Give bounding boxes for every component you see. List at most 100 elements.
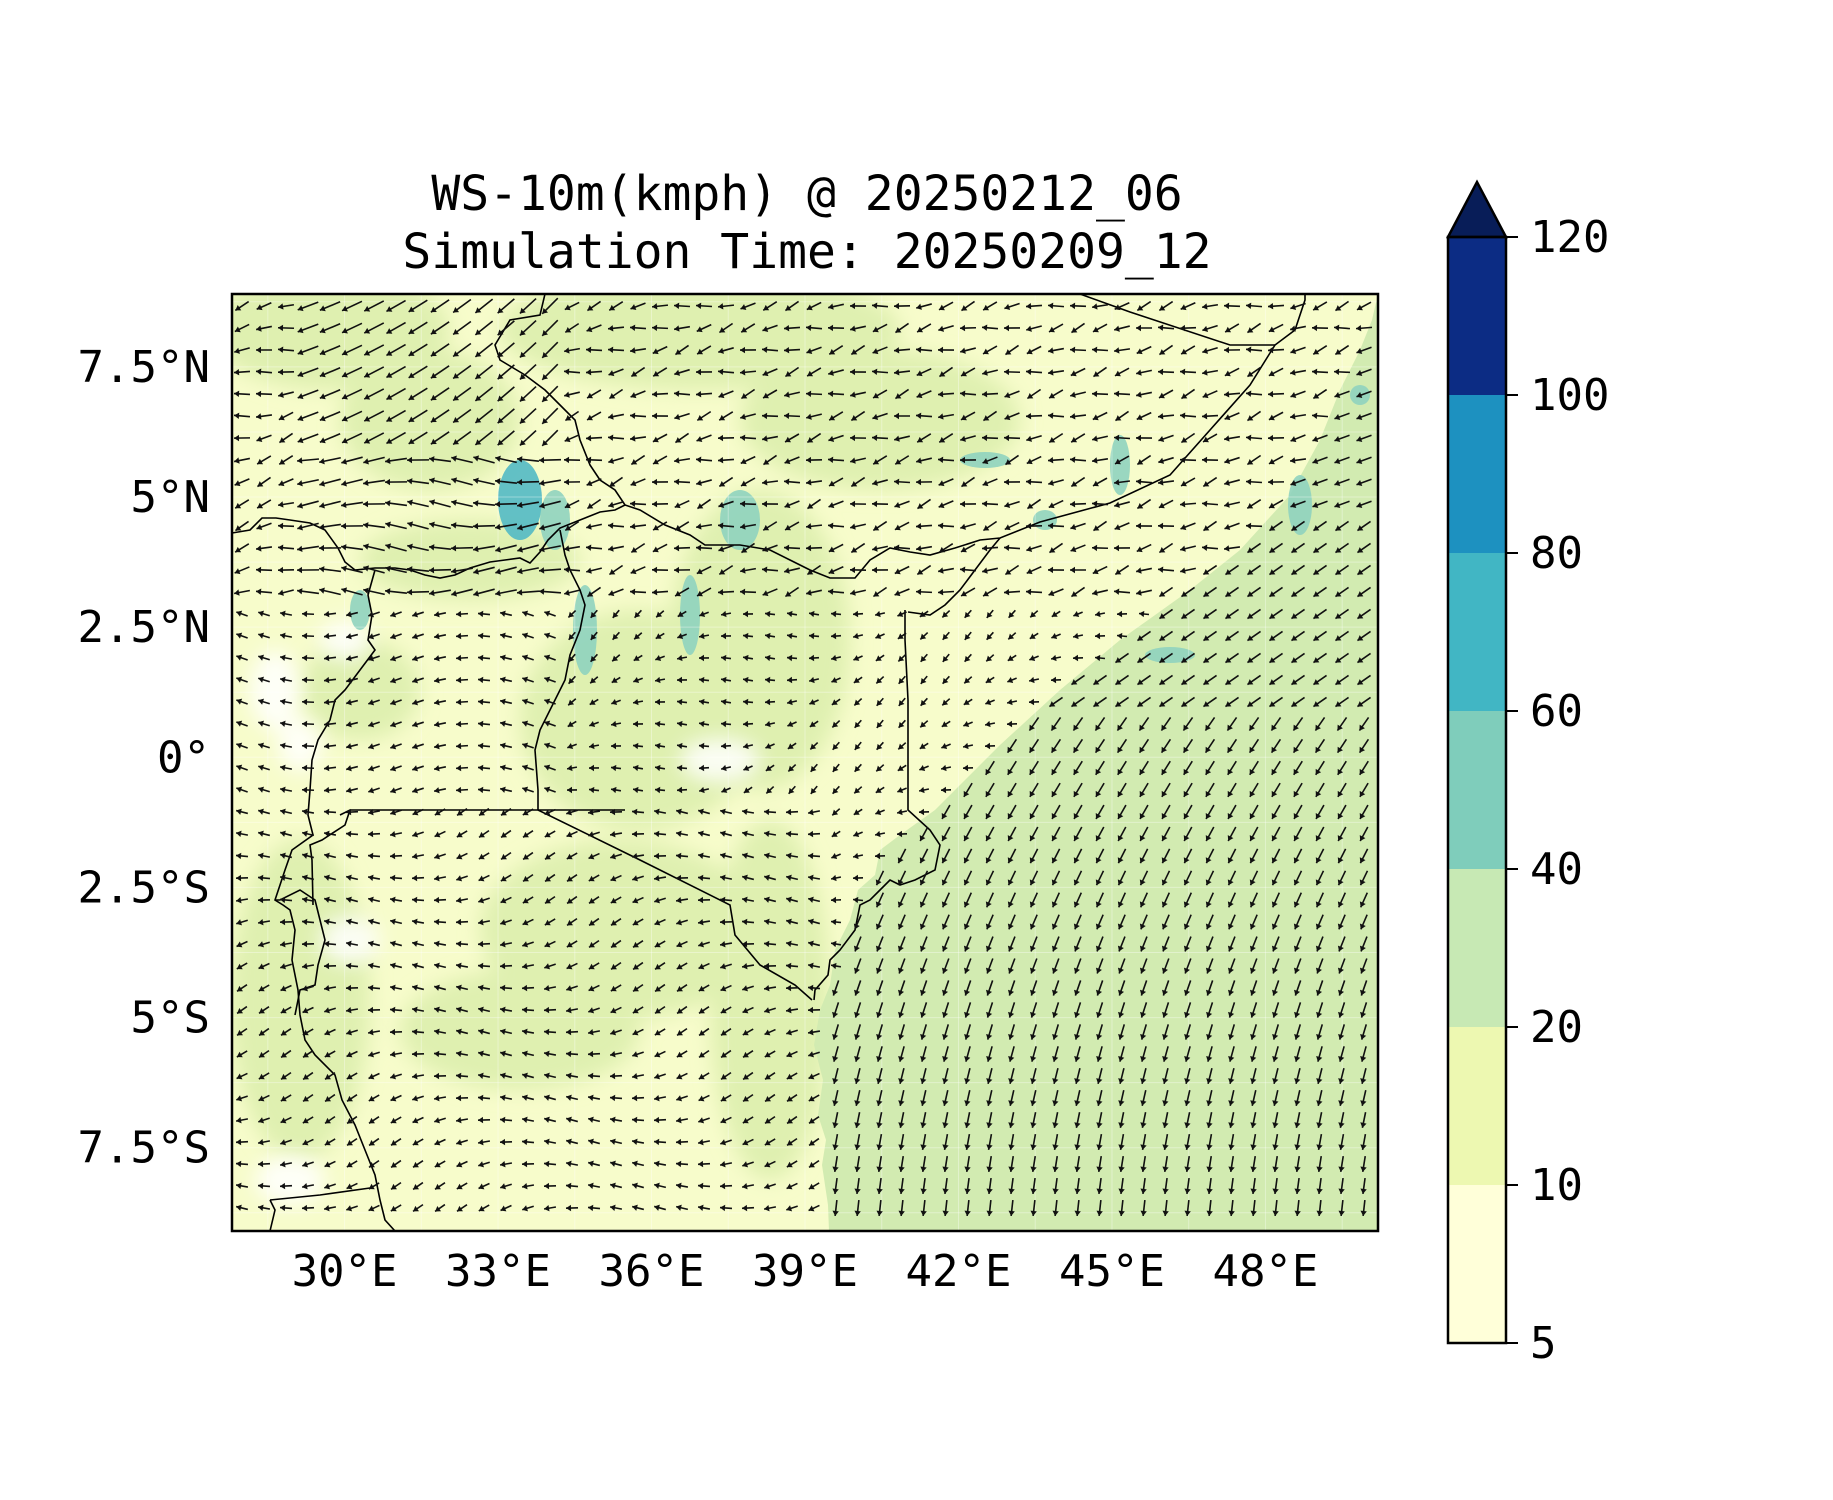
wind-arrow: [761, 566, 779, 573]
wind-arrow: [544, 698, 556, 705]
wind-arrow: [477, 984, 491, 991]
wind-arrow: [1051, 826, 1061, 842]
wind-arrow: [565, 1007, 579, 1014]
wind-arrow: [1162, 1090, 1169, 1106]
wind-arrow: [607, 413, 625, 420]
wind-arrow: [717, 588, 735, 596]
wind-arrow: [323, 676, 337, 684]
wind-arrow: [828, 369, 844, 376]
wind-arrow: [1140, 1199, 1147, 1217]
wind-arrow: [941, 743, 951, 749]
wind-arrow: [810, 763, 818, 773]
wind-arrow: [718, 564, 734, 576]
wind-arrow: [1334, 564, 1350, 576]
wind-arrow: [478, 1204, 490, 1212]
wind-arrow: [1206, 1112, 1213, 1128]
wind-arrow: [1337, 848, 1347, 864]
wind-arrow: [959, 456, 977, 464]
wind-arrow: [588, 1007, 600, 1014]
wind-arrow: [539, 500, 561, 509]
wind-arrow: [235, 830, 249, 837]
wind-arrow: [854, 1133, 861, 1151]
wind-arrow: [258, 742, 270, 749]
wind-arrow: [567, 609, 577, 619]
wind-arrow: [1246, 542, 1262, 554]
wind-arrow: [763, 940, 777, 948]
wind-arrow: [1250, 1046, 1257, 1062]
wind-arrow: [676, 1027, 688, 1037]
wind-arrow: [937, 391, 955, 398]
wind-arrow: [280, 1028, 292, 1036]
wind-arrow: [323, 940, 337, 948]
wind-arrow: [875, 786, 885, 794]
wind-arrow: [1091, 500, 1109, 507]
wind-arrow: [941, 720, 951, 728]
wind-arrow: [698, 1027, 710, 1037]
wind-arrow: [473, 588, 495, 597]
wind-arrow: [1026, 498, 1042, 510]
wind-arrow: [985, 760, 995, 776]
wind-arrow: [1096, 1112, 1103, 1128]
wind-arrow: [719, 808, 733, 815]
wind-arrow: [916, 433, 932, 443]
wind-arrow: [499, 654, 513, 661]
wind-arrow: [1338, 1090, 1345, 1106]
wind-arrow: [919, 632, 929, 640]
wind-arrow: [302, 1071, 314, 1081]
wind-arrow: [676, 962, 688, 970]
wind-arrow: [452, 342, 472, 358]
wind-arrow: [1272, 1112, 1279, 1128]
wind-arrow: [1074, 1068, 1081, 1084]
wind-arrow: [1069, 413, 1087, 420]
wind-arrow: [1356, 390, 1372, 399]
wind-arrow: [280, 1006, 292, 1014]
wind-arrow: [1315, 804, 1325, 820]
wind-arrow: [630, 478, 646, 487]
wind-arrow: [1072, 716, 1084, 732]
wind-arrow: [629, 435, 647, 442]
wind-arrow: [543, 1205, 557, 1212]
wind-arrow: [630, 390, 646, 399]
wind-arrow: [1184, 1046, 1191, 1062]
wind-arrow: [429, 499, 451, 508]
wind-arrow: [963, 958, 972, 974]
wind-arrow: [632, 720, 644, 728]
wind-arrow: [1360, 1002, 1368, 1018]
wind-arrow: [1227, 826, 1237, 842]
wind-arrow: [717, 303, 735, 310]
wind-arrow: [474, 320, 494, 336]
wind-arrow: [1360, 1024, 1368, 1040]
wind-arrow: [1052, 1002, 1060, 1018]
wind-arrow: [566, 809, 578, 816]
wind-arrow: [1096, 1199, 1103, 1217]
wind-arrow: [675, 1204, 689, 1211]
wind-arrow: [345, 896, 359, 903]
wind-arrow: [519, 429, 537, 447]
wind-arrow: [296, 588, 320, 595]
wind-arrow: [850, 325, 866, 332]
wind-arrow: [1029, 870, 1039, 886]
wind-arrow: [698, 1049, 710, 1059]
wind-arrow: [451, 477, 473, 486]
wind-arrow: [1250, 1199, 1257, 1217]
wind-arrow: [341, 565, 363, 574]
wind-arrow: [1334, 696, 1350, 708]
wind-arrow: [236, 654, 248, 661]
wind-arrow: [345, 808, 359, 816]
wind-arrow: [1136, 498, 1152, 510]
wind-arrow: [651, 324, 669, 332]
wind-arrow: [897, 787, 907, 793]
wind-arrow: [1007, 654, 1017, 662]
wind-arrow: [1138, 738, 1150, 754]
wind-arrow: [784, 567, 800, 574]
wind-arrow: [674, 587, 690, 597]
wind-arrow: [854, 1090, 861, 1106]
wind-arrow: [1117, 958, 1126, 974]
wind-arrow: [959, 500, 977, 508]
wind-arrow: [1290, 652, 1306, 664]
moderate-wind-patch: [360, 520, 580, 600]
wind-arrow: [806, 346, 822, 355]
wind-arrow: [1360, 1046, 1367, 1062]
wind-arrow: [1223, 435, 1241, 442]
wind-arrow: [919, 765, 929, 771]
